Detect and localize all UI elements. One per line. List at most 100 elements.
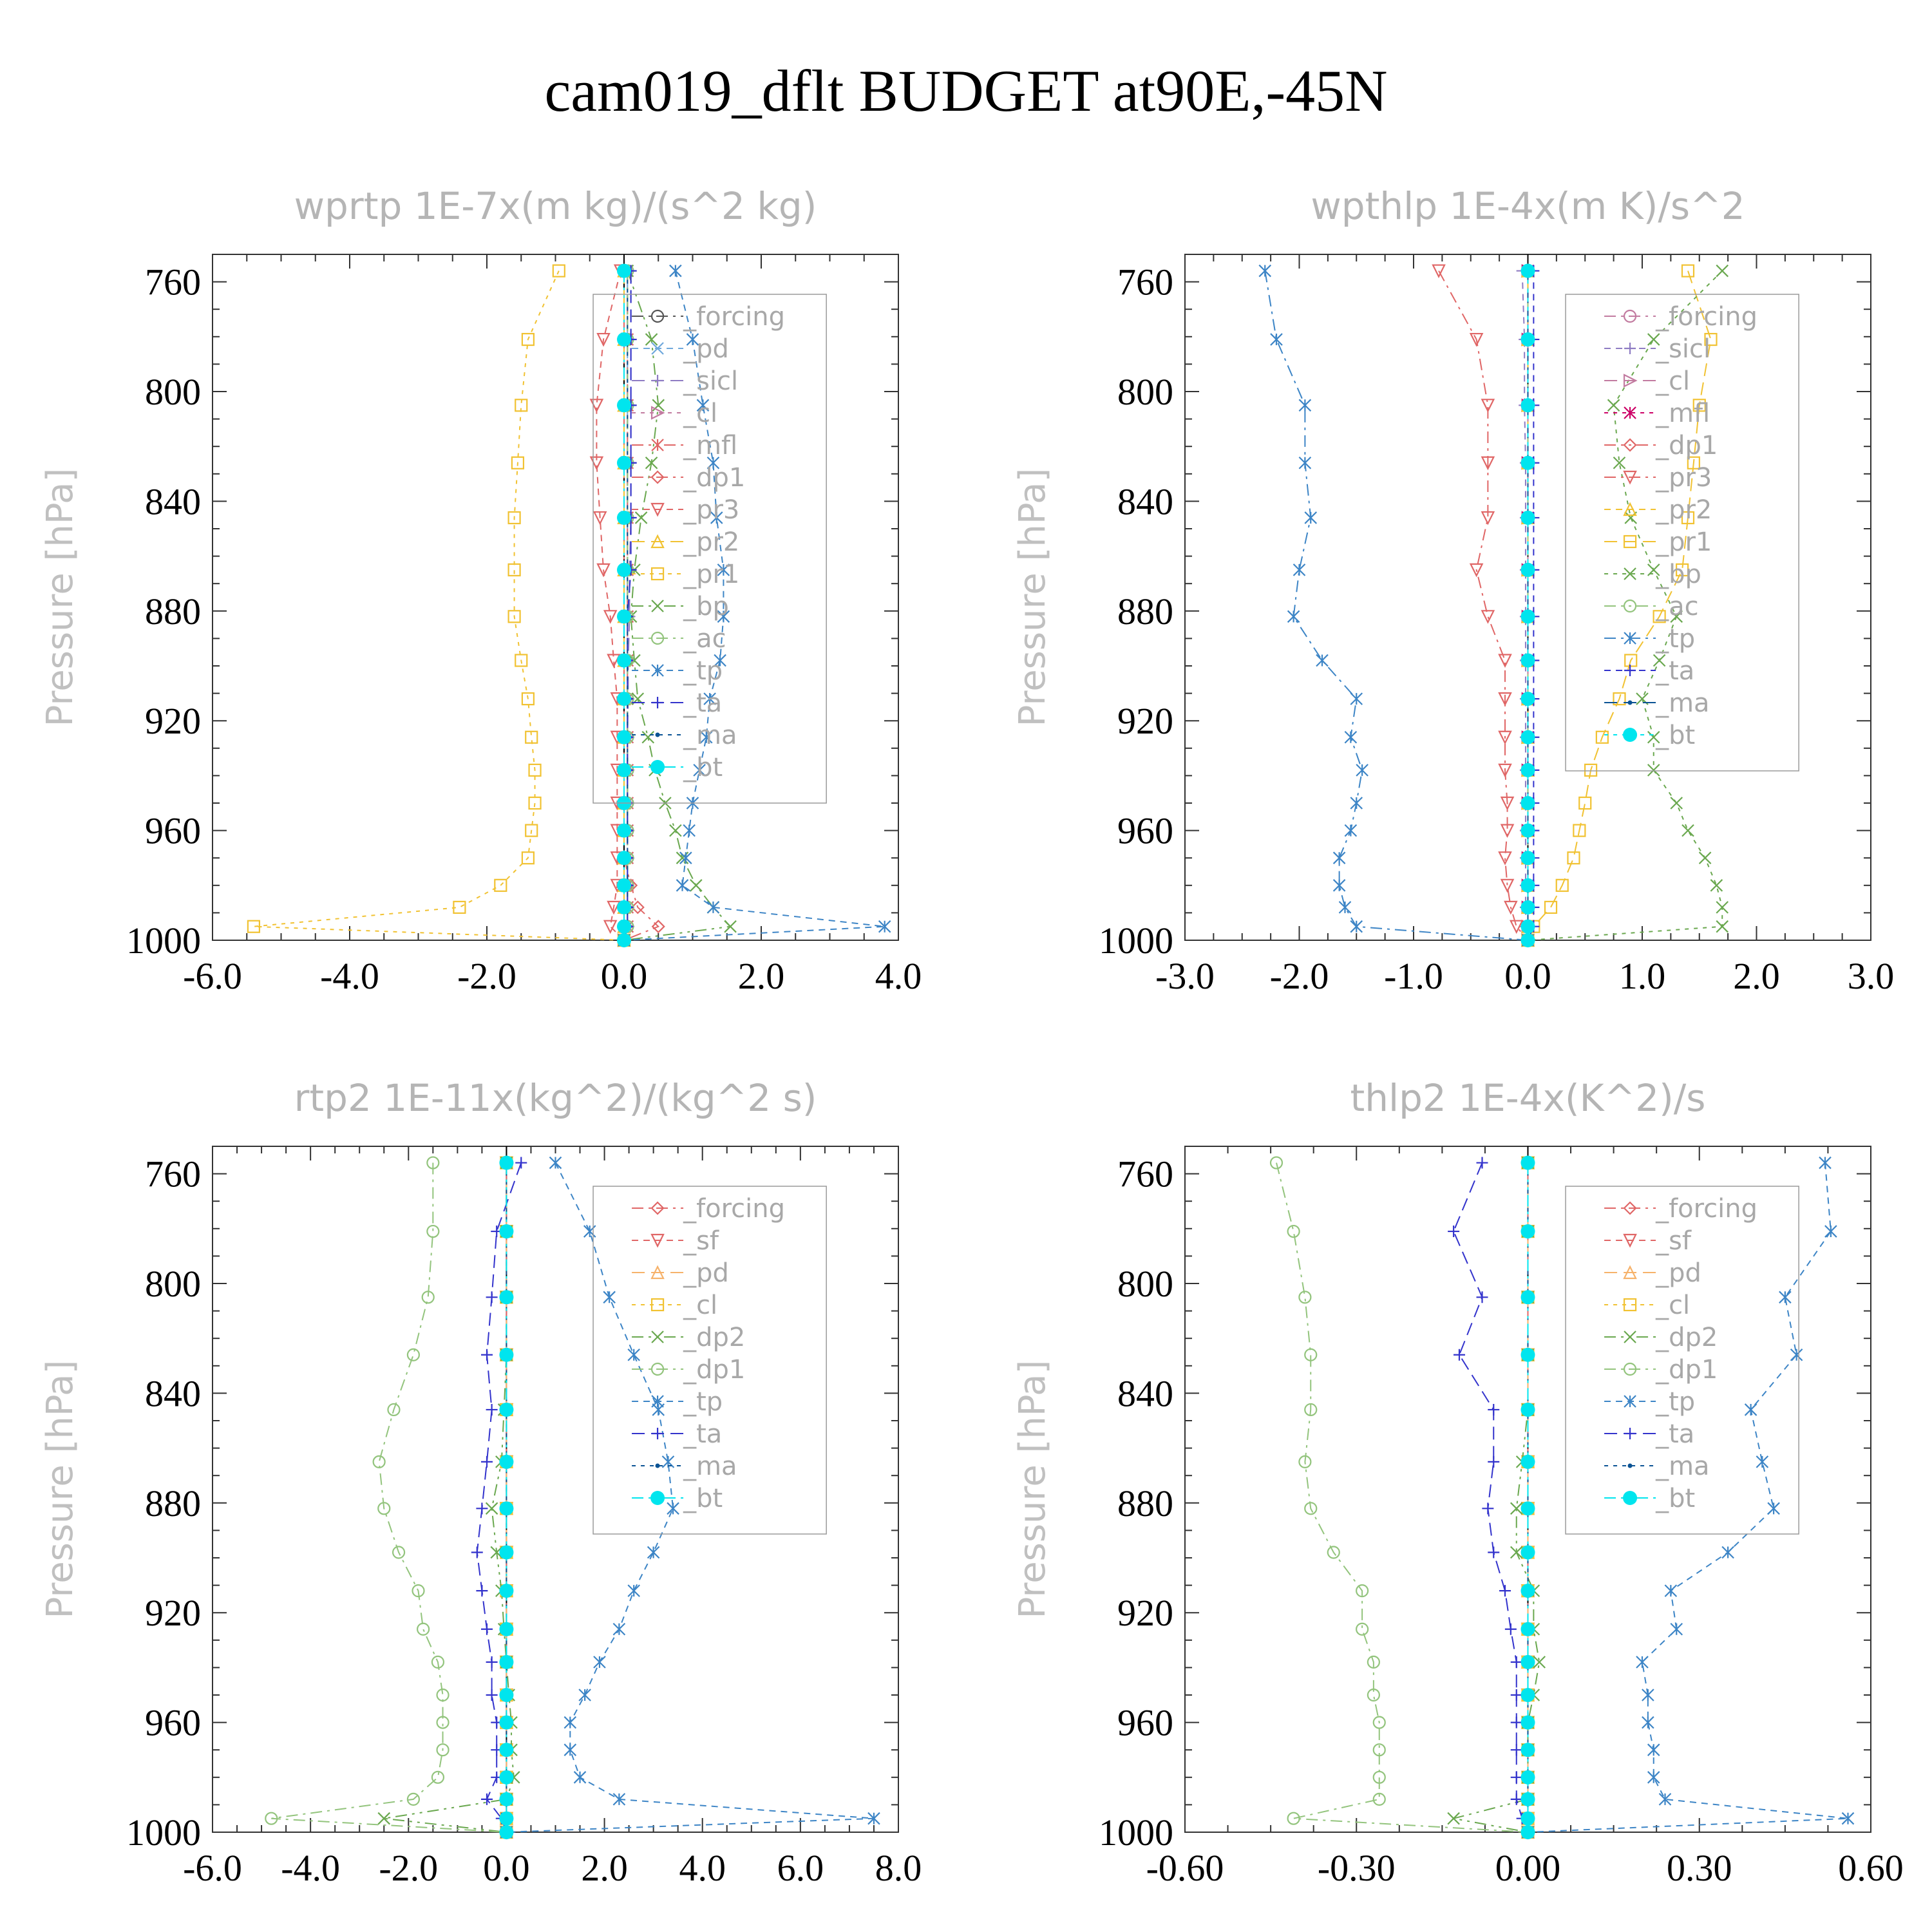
legend-label: _sf — [683, 1226, 719, 1256]
y-axis-label: Pressure [hPa] — [1012, 1360, 1054, 1619]
data-point — [481, 1793, 493, 1805]
legend-label: _dp1 — [683, 1355, 745, 1385]
x-tick-label: -2.0 — [379, 1847, 438, 1889]
legend-marker — [650, 1265, 665, 1280]
data-point — [549, 1156, 562, 1170]
data-point — [1350, 797, 1363, 810]
data-point — [617, 878, 631, 893]
data-point — [686, 333, 699, 346]
data-point — [717, 610, 730, 623]
data-point — [1567, 851, 1580, 865]
y-axis-label: Pressure [hPa] — [39, 1360, 81, 1619]
data-point — [1692, 399, 1706, 412]
legend-marker — [655, 732, 660, 737]
series-line — [271, 1162, 507, 1833]
data-point — [1481, 456, 1495, 471]
data-point — [1642, 1716, 1654, 1729]
data-point — [1520, 1743, 1535, 1757]
data-point — [521, 692, 535, 706]
data-point — [1509, 920, 1524, 934]
series-dp2 — [1447, 1156, 1546, 1839]
x-tick-label: 0.0 — [483, 1847, 530, 1889]
series-cl — [617, 263, 635, 947]
data-point — [406, 1792, 420, 1806]
x-tick-label: 2.0 — [1733, 955, 1780, 997]
x-tick-label: -1.0 — [1384, 955, 1443, 997]
data-point — [1498, 763, 1512, 778]
data-point — [1555, 878, 1569, 892]
legend-marker — [651, 1395, 664, 1408]
data-point — [1520, 900, 1535, 914]
data-point — [1510, 1502, 1523, 1515]
data-point — [1670, 797, 1683, 810]
data-point — [1498, 654, 1512, 668]
legend-marker — [650, 502, 665, 517]
data-point — [1520, 878, 1535, 893]
data-point — [1520, 1402, 1535, 1417]
data-point — [1520, 510, 1535, 525]
data-point — [1356, 1622, 1369, 1636]
data-point — [1367, 1688, 1380, 1702]
data-point — [486, 1689, 498, 1701]
data-point — [627, 1348, 640, 1361]
data-point — [1756, 1455, 1769, 1468]
data-point — [1327, 1546, 1340, 1559]
series-line — [253, 270, 625, 941]
legend-marker — [651, 664, 664, 677]
series-ac — [617, 264, 634, 947]
y-tick-label: 760 — [1117, 261, 1173, 303]
data-point — [1476, 1291, 1488, 1303]
data-point — [1670, 1622, 1683, 1636]
data-point — [1647, 730, 1660, 744]
legend-marker — [651, 439, 664, 451]
data-point — [589, 399, 604, 413]
data-point — [494, 878, 507, 892]
data-point — [392, 1546, 406, 1559]
data-point — [436, 1743, 450, 1757]
legend-label: _pr2 — [1655, 495, 1712, 525]
data-point — [377, 1502, 391, 1515]
y-tick-label: 960 — [145, 810, 201, 852]
legend-marker — [1623, 535, 1637, 549]
legend-label: _ta — [683, 1419, 722, 1449]
data-point — [486, 1403, 498, 1416]
data-point — [578, 1689, 591, 1701]
data-point — [1520, 332, 1535, 347]
data-point — [592, 511, 607, 526]
data-point — [647, 1546, 660, 1559]
series-tp — [618, 264, 891, 947]
legend-marker — [1624, 1331, 1636, 1343]
legend-marker — [1627, 700, 1633, 705]
data-point — [515, 399, 528, 412]
x-tick-label: -2.0 — [1270, 955, 1329, 997]
legend-marker — [1624, 406, 1636, 419]
legend: _forcing_sf_pd _cl _dp2 _dp1_tp_ta _ma _bt — [592, 1186, 827, 1535]
x-tick-label: 0.00 — [1495, 1847, 1561, 1889]
legend-box — [1565, 1186, 1799, 1535]
data-point — [714, 654, 726, 667]
y-tick-label: 760 — [145, 1153, 201, 1195]
data-point — [628, 654, 641, 667]
data-point — [1481, 399, 1495, 413]
data-point — [1448, 1226, 1460, 1238]
data-point — [528, 763, 542, 777]
legend-label: _bp — [683, 592, 729, 621]
data-point — [1613, 692, 1626, 706]
data-point — [1510, 1744, 1522, 1756]
legend-box — [592, 1186, 827, 1535]
data-point — [421, 1291, 435, 1304]
legend-label: _forcing — [1655, 302, 1757, 332]
data-point — [528, 796, 542, 810]
data-point — [485, 1502, 498, 1515]
legend-label: _ta — [683, 688, 722, 718]
data-point — [1304, 1403, 1318, 1417]
series-pr1 — [247, 264, 631, 947]
data-point — [499, 1584, 514, 1598]
data-point — [1469, 563, 1484, 578]
data-point — [521, 332, 535, 346]
y-tick-label: 880 — [1117, 591, 1173, 632]
legend-label: _bp — [1655, 560, 1701, 589]
data-point — [1676, 563, 1689, 577]
data-point — [1520, 1715, 1535, 1730]
y-tick-label: 920 — [145, 1592, 201, 1634]
